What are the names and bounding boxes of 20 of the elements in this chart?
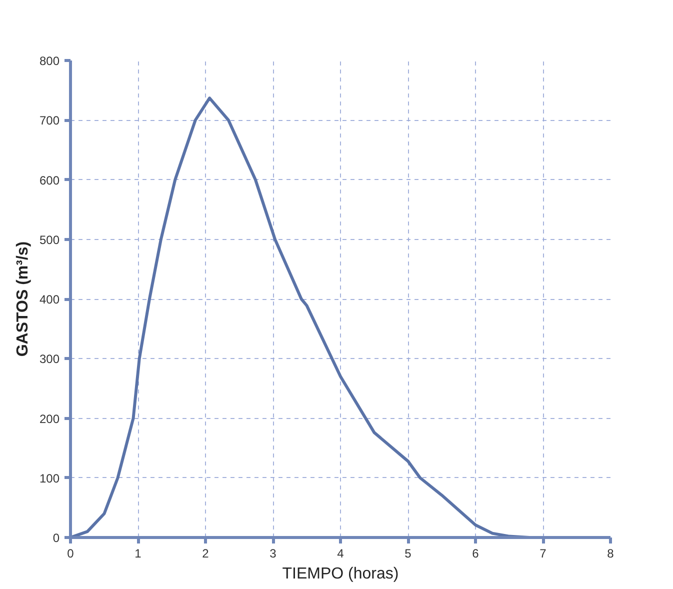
x-axis-title: TIEMPO (horas) <box>282 566 399 582</box>
y-tick-label: 300 <box>39 352 60 366</box>
y-tick-label: 800 <box>39 54 60 68</box>
x-tick-label: 3 <box>270 546 277 560</box>
y-tick-label: 600 <box>39 173 60 188</box>
y-tick-label: 200 <box>39 412 60 426</box>
x-tick-label: 1 <box>134 546 142 560</box>
y-tick-label: 0 <box>52 531 60 545</box>
x-tick-label: 4 <box>337 546 344 560</box>
x-tick-label: 0 <box>67 546 74 560</box>
x-tick-label: 7 <box>540 546 547 560</box>
x-tick-label: 8 <box>607 546 614 560</box>
y-tick-label: 500 <box>39 232 60 247</box>
y-tick-label: 100 <box>39 471 60 486</box>
y-tick-label: 400 <box>39 292 60 306</box>
x-tick-label: 5 <box>404 546 412 560</box>
x-tick-label: 2 <box>202 546 210 560</box>
y-axis-title: GASTOS (m³/s) <box>14 241 32 357</box>
y-tick-label: 700 <box>39 114 60 128</box>
x-tick-label: 6 <box>472 546 480 560</box>
